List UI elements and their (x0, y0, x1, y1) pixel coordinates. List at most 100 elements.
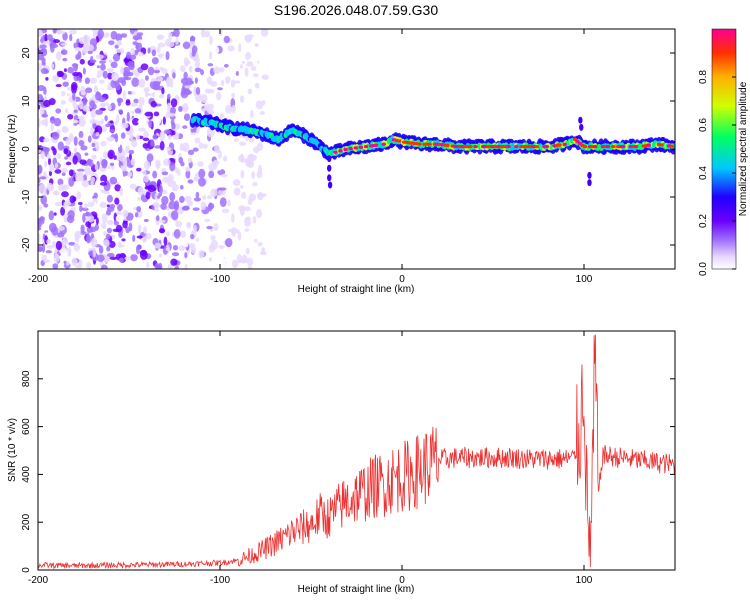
spectrogram-cell (179, 142, 184, 152)
ridge-core (575, 139, 580, 144)
spectrogram-cell (208, 35, 213, 46)
spectrogram-cell (62, 57, 68, 62)
spectrogram-cell (114, 82, 121, 91)
spectrogram-cell (189, 36, 196, 42)
spectrogram-cell (120, 66, 125, 75)
spectrogram-cell (171, 183, 179, 192)
spectrogram-cell (161, 195, 169, 205)
spectrogram-cell (194, 77, 198, 84)
spectrogram-cell (210, 188, 218, 197)
spectrogram-cell (143, 87, 150, 93)
spectrogram-cell (61, 42, 68, 46)
spectrogram-cell (215, 91, 222, 101)
spectrogram-cell (194, 137, 201, 144)
spectrogram-cell (55, 108, 62, 114)
ridge-feature (578, 116, 583, 124)
spectrogram-cell (87, 50, 93, 55)
spectrogram-cell (261, 74, 269, 80)
spectrogram-cell (182, 125, 188, 129)
spectrogram-cell (241, 191, 247, 199)
colorbar: 0.0 0.2 0.4 0.6 0.8 Normalized spectral ampl… (698, 28, 749, 276)
spectrogram-cell (60, 239, 66, 249)
spectrogram-cell (221, 258, 227, 264)
spectrogram-cell (129, 54, 137, 60)
spectrogram-cell (126, 111, 130, 122)
spectrogram-cell (158, 192, 163, 197)
spectrogram-cell (257, 241, 263, 247)
spectrogram-cell (165, 51, 170, 61)
spectrogram-cell (103, 239, 110, 247)
spectrogram-cell (107, 72, 113, 80)
spectrogram-cell (73, 42, 79, 49)
spectrogram-cell (101, 213, 108, 224)
spectrogram-cell (106, 252, 115, 258)
spectrogram-cell (42, 40, 51, 45)
spectrogram-cell (103, 230, 107, 237)
spectrogram-cell (239, 206, 245, 216)
spectrogram-cell (55, 240, 63, 251)
spectrogram-cell (251, 171, 256, 179)
spectrogram-cell (109, 129, 116, 133)
spectrogram-cell (91, 154, 97, 160)
spectrogram-cell (50, 123, 54, 132)
spectrogram-cell (233, 187, 241, 196)
spectrogram-cell (136, 244, 142, 250)
spectrogram-cell (225, 237, 233, 248)
spectrogram-cell (184, 195, 192, 203)
spectrogram-cell (167, 134, 172, 140)
spectrogram-cell (98, 245, 104, 254)
spectrogram-cell (235, 229, 240, 234)
spectrogram-cell (231, 105, 236, 114)
spectrogram-cell (53, 190, 59, 195)
spectrogram-cell (140, 63, 149, 71)
spectrogram-cell (171, 130, 176, 136)
spectrogram-cell (210, 235, 216, 241)
spectrogram-cell (240, 156, 244, 163)
spectrogram-cell (150, 139, 155, 147)
spectrogram-cell (65, 138, 72, 145)
spectrogram-cell (100, 63, 106, 71)
spectrogram-cell (89, 100, 96, 108)
spectrogram-cell (230, 227, 238, 235)
spectrogram-cell (161, 87, 165, 95)
spectrogram-cell (56, 70, 63, 78)
spectrogram-cell (175, 37, 179, 45)
ridge-feature (327, 174, 332, 182)
spectrogram-cell (200, 201, 207, 211)
spectrogram-cell (62, 31, 68, 41)
spectrogram-cell (219, 67, 225, 73)
spectrogram-cell (91, 142, 96, 148)
spectrogram-cell (250, 66, 257, 71)
spectrogram-cell (116, 114, 120, 123)
snr-panel: -200 -100 0 100 0 200 400 600 800 Height of stra… (7, 330, 676, 595)
spectrogram-cell (170, 210, 179, 221)
spectrogram-cell (51, 226, 59, 236)
spectrogram-cell (239, 64, 244, 69)
spectrogram-cell (109, 120, 114, 124)
spectrogram-cell (240, 170, 245, 179)
spectrogram-cell (39, 44, 47, 49)
spectrogram-cell (46, 239, 52, 245)
spectrogram-cell (95, 54, 104, 60)
spectrogram-cell (98, 79, 105, 84)
spectrogram-cell (239, 95, 245, 103)
spectrogram-cell (115, 48, 123, 53)
snr-y-tick-label: 200 (21, 513, 32, 530)
spectrogram-cell (156, 46, 161, 54)
spectrogram-cell (198, 249, 205, 259)
spectrogram-cell (99, 186, 105, 191)
spectrogram-x-tick-label: 0 (399, 274, 405, 285)
spectrogram-cell (88, 170, 95, 176)
spectrogram-cell (114, 184, 122, 192)
spectrogram-cell (106, 219, 114, 225)
spectrogram-cell (133, 49, 140, 53)
spectrogram-cell (221, 208, 230, 214)
colorbar-label: Normalized spectral amplitude (738, 81, 749, 216)
spectrogram-cell (99, 201, 107, 209)
spectrogram-cell (180, 77, 189, 85)
spectrogram-cell (137, 120, 141, 124)
spectrogram-cell (44, 232, 51, 236)
spectrogram-cell (120, 33, 128, 38)
spectrogram-cell (78, 100, 84, 110)
